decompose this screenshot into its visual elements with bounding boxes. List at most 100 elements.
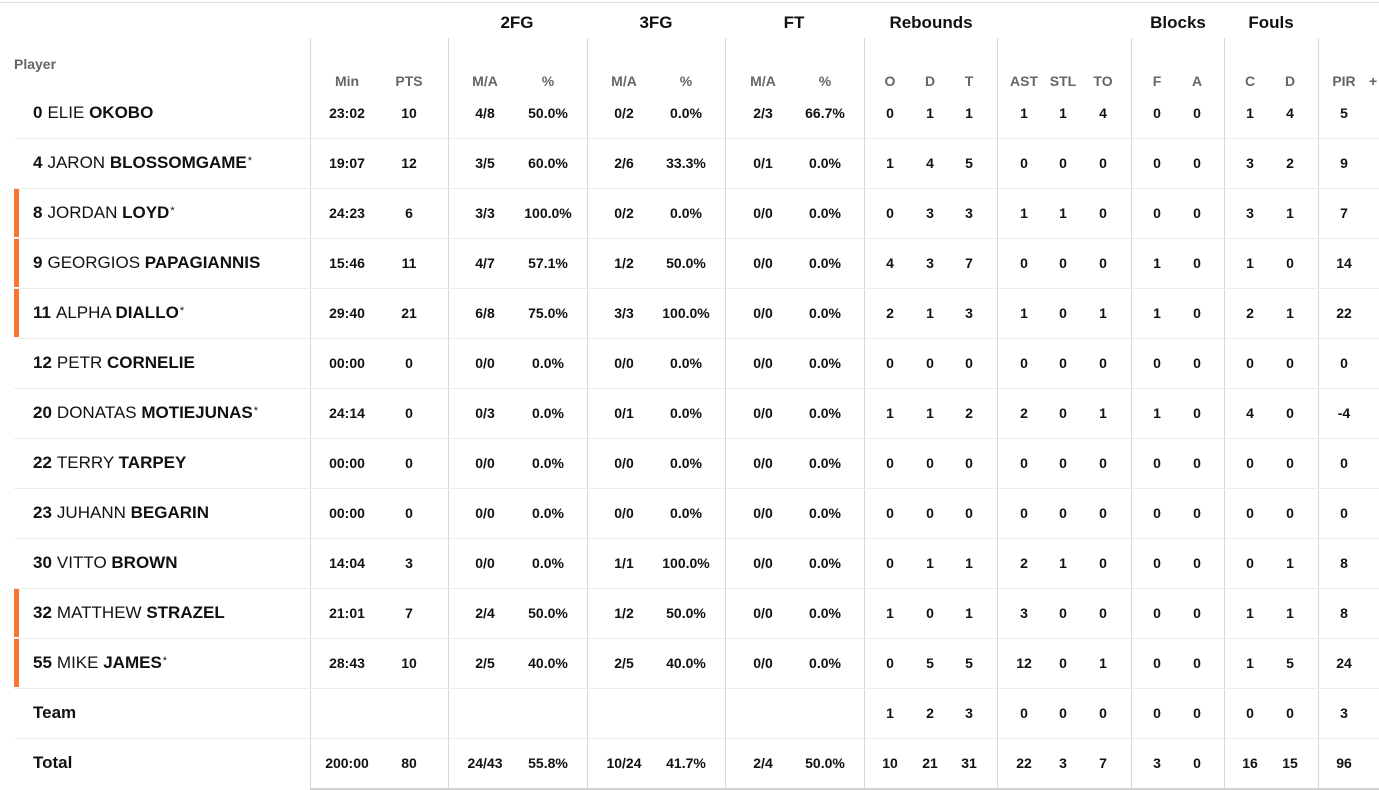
team-row: Team 1 2 3 0 0 0 0 0 0 0 3 — [0, 688, 1379, 738]
stat-pts: 10 — [401, 105, 417, 121]
stat-fg3-ma: 3/3 — [614, 305, 634, 321]
stat-fg2-pct: 0.0% — [532, 505, 564, 521]
stat-fc: 1 — [1246, 105, 1254, 121]
starter-marker — [14, 639, 19, 687]
player-name-link[interactable]: 0 ELIE OKOBO — [33, 102, 153, 124]
stat-o: 0 — [886, 105, 894, 121]
stat-fg3-ma: 0/2 — [614, 205, 634, 221]
stat-stl: 0 — [1059, 355, 1067, 371]
stat-o: 0 — [886, 455, 894, 471]
stat-pts: 0 — [405, 455, 413, 471]
player-name-link[interactable]: 4 JARON BLOSSOMGAME* — [33, 152, 252, 174]
stat-min: 200:00 — [325, 755, 369, 771]
stat-fg2-ma — [455, 702, 515, 724]
player-name-link[interactable]: 20 DONATAS MOTIEJUNAS* — [33, 402, 258, 424]
player-last-name: STRAZEL — [146, 603, 225, 622]
stat-pir: 0 — [1340, 355, 1348, 371]
stat-stl: 0 — [1059, 155, 1067, 171]
stat-fg3-ma: 10/24 — [606, 755, 642, 771]
stat-fc: 1 — [1246, 605, 1254, 621]
stat-pir: 3 — [1340, 705, 1348, 721]
player-name-link[interactable]: 30 VITTO BROWN — [33, 552, 178, 574]
player-first-name: PETR — [56, 353, 103, 372]
table-row: 23 JUHANN BEGARIN 00:00 0 0/0 0.0% 0/0 0.0% 0/0 0… — [0, 488, 1379, 538]
stat-t: 2 — [965, 405, 973, 421]
stat-bf: 3 — [1153, 755, 1161, 771]
stat-stl: 3 — [1059, 755, 1067, 771]
player-name-link[interactable]: 22 TERRY TARPEY — [33, 452, 186, 474]
stat-ast: 0 — [1020, 155, 1028, 171]
stat-min: 00:00 — [329, 355, 365, 371]
player-name-link[interactable]: 9 GEORGIOS PAPAGIANNIS — [33, 252, 260, 274]
stat-stl: 1 — [1059, 205, 1067, 221]
player-name-link[interactable]: 11 ALPHA DIALLO* — [33, 302, 184, 324]
column-divider — [310, 38, 311, 788]
stat-ft-pct: 0.0% — [809, 405, 841, 421]
stat-to: 0 — [1099, 505, 1107, 521]
stat-min: 15:46 — [329, 255, 365, 271]
stat-ft-pct: 0.0% — [809, 655, 841, 671]
stat-bf: 0 — [1153, 655, 1161, 671]
player-first-name: JUHANN — [56, 503, 126, 522]
starter-asterisk: * — [179, 305, 185, 317]
group-header-3fg: 3FG — [639, 13, 673, 32]
stat-d: 1 — [926, 105, 934, 121]
stat-d: 1 — [926, 305, 934, 321]
player-last-name: JAMES — [103, 653, 162, 672]
column-divider — [997, 38, 998, 788]
row-divider — [14, 138, 1379, 139]
stat-fg2-ma: 6/8 — [475, 305, 495, 321]
stat-fg2-pct: 60.0% — [528, 155, 568, 171]
player-name-link[interactable]: 23 JUHANN BEGARIN — [33, 502, 209, 524]
stat-fc: 3 — [1246, 205, 1254, 221]
row-divider — [14, 288, 1379, 289]
table-row: 12 PETR CORNELIE 00:00 0 0/0 0.0% 0/0 0.0% 0/0 0.… — [0, 338, 1379, 388]
stat-d: 3 — [926, 205, 934, 221]
stat-fg3-ma: 1/1 — [614, 555, 634, 571]
stat-d: 1 — [926, 555, 934, 571]
stat-t: 1 — [965, 555, 973, 571]
stat-o: 1 — [886, 155, 894, 171]
player-first-name: GEORGIOS — [47, 253, 141, 272]
group-header-rebounds: Rebounds — [889, 13, 973, 32]
stat-d: 0 — [926, 605, 934, 621]
player-name-link[interactable]: 55 MIKE JAMES* — [33, 652, 167, 674]
player-last-name: LOYD — [122, 203, 170, 222]
stat-ft-ma — [733, 702, 793, 724]
column-header-stl: STL — [1049, 73, 1077, 89]
stat-d: 5 — [926, 655, 934, 671]
stat-fg3-ma: 1/2 — [614, 605, 634, 621]
stat-fc: 0 — [1246, 705, 1254, 721]
player-number: 55 — [33, 653, 52, 672]
stat-bf: 0 — [1153, 555, 1161, 571]
stat-fg3-pct: 50.0% — [666, 605, 706, 621]
stat-pts — [379, 702, 439, 724]
group-header-2fg: 2FG — [500, 13, 534, 32]
stat-fg3-ma: 1/2 — [614, 255, 634, 271]
column-header-to: TO — [1093, 73, 1113, 89]
stat-ft-pct: 0.0% — [809, 605, 841, 621]
stat-ba: 0 — [1193, 455, 1201, 471]
stat-ba: 0 — [1193, 155, 1201, 171]
player-name-link[interactable]: 32 MATTHEW STRAZEL — [33, 602, 225, 624]
player-name-link[interactable]: 12 PETR CORNELIE — [33, 352, 195, 374]
column-divider — [587, 38, 588, 788]
stat-pir: 8 — [1340, 605, 1348, 621]
stat-pts: 3 — [405, 555, 413, 571]
stat-to: 0 — [1099, 555, 1107, 571]
stat-fd: 0 — [1286, 455, 1294, 471]
player-number: 4 — [33, 153, 43, 172]
player-name-link[interactable]: 8 JORDAN LOYD* — [33, 202, 175, 224]
stat-t: 1 — [965, 105, 973, 121]
stat-to: 0 — [1099, 205, 1107, 221]
stat-fg2-ma: 3/3 — [475, 205, 495, 221]
stat-min: 24:14 — [329, 405, 365, 421]
stat-pir: 5 — [1340, 105, 1348, 121]
stat-to: 4 — [1099, 105, 1107, 121]
player-first-name: TERRY — [56, 453, 114, 472]
stat-ast: 0 — [1020, 355, 1028, 371]
stat-ast: 0 — [1020, 505, 1028, 521]
column-header-ba: A — [1191, 73, 1203, 89]
player-last-name: TARPEY — [118, 453, 187, 472]
stat-stl: 0 — [1059, 305, 1067, 321]
